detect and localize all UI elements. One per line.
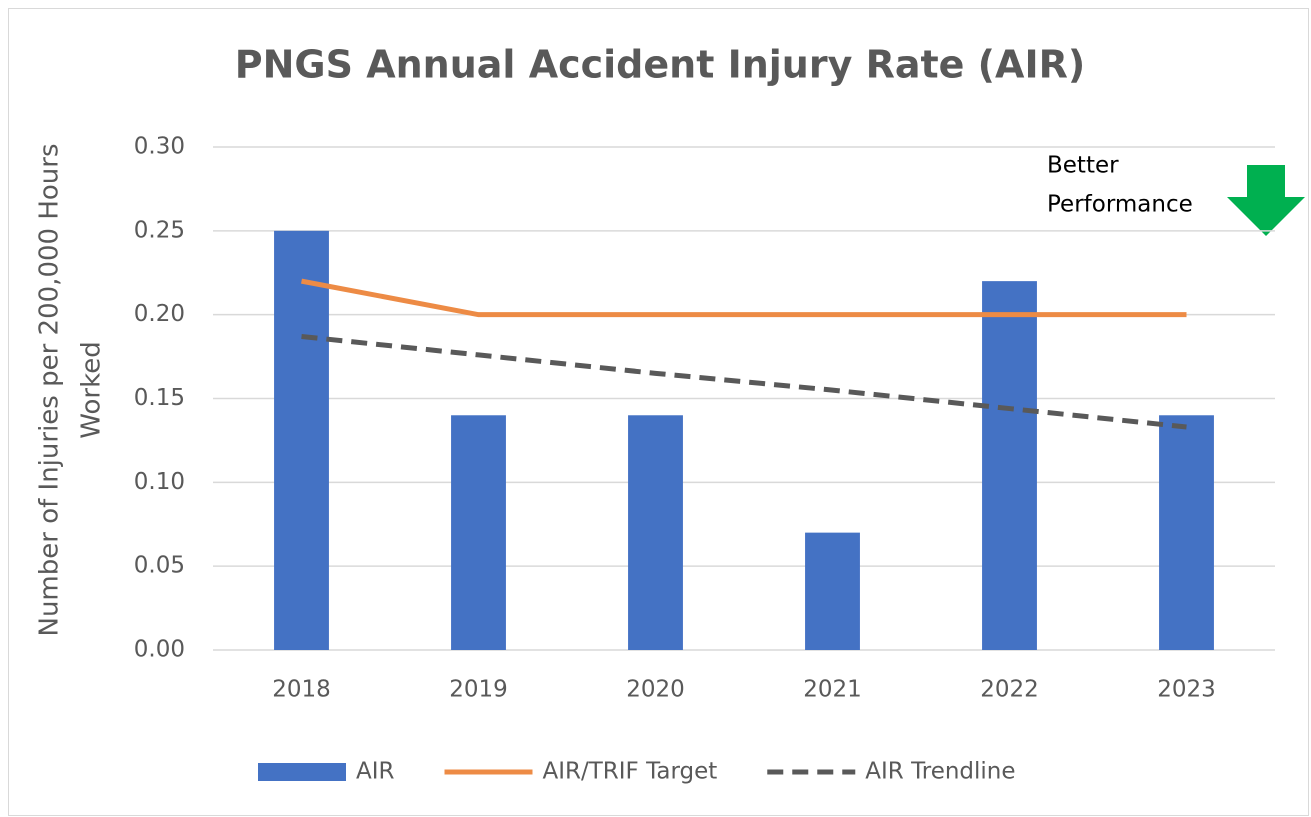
x-tick-label: 2019 [449,677,508,703]
y-tick-label: 0.00 [134,637,185,663]
x-tick-label: 2020 [626,677,685,703]
annotation: Performance [1047,192,1193,218]
x-tick-label: 2021 [803,677,862,703]
legend-label: AIR Trendline [865,759,1015,785]
annotation: Better [1047,153,1119,179]
y-tick-label: 0.25 [134,217,185,243]
y-tick-label: 0.15 [134,385,185,411]
y-tick-label: 0.05 [134,553,185,579]
bar [628,415,683,650]
x-tick-label: 2023 [1157,677,1216,703]
x-tick-label: 2022 [980,677,1039,703]
y-tick-label: 0.30 [134,134,185,160]
y-tick-label: 0.10 [134,469,185,495]
bar [982,281,1037,650]
legend-label: AIR [356,759,395,785]
legend-swatch [258,763,346,781]
chart-title: PNGS Annual Accident Injury Rate (AIR) [235,43,1085,87]
bar [274,230,329,651]
line [301,278,1187,318]
bar [451,415,506,650]
legend-label: AIR/TRIF Target [543,759,718,785]
y-tick-label: 0.20 [134,301,185,327]
bar [805,532,860,650]
y-axis-label: Number of Injuries per 200,000 Hours [35,143,65,636]
arrow-icon [1227,165,1305,236]
y-axis-label: Worked [77,341,107,438]
bar [1159,415,1214,650]
chart-frame [8,8,1309,816]
x-tick-label: 2018 [272,677,331,703]
